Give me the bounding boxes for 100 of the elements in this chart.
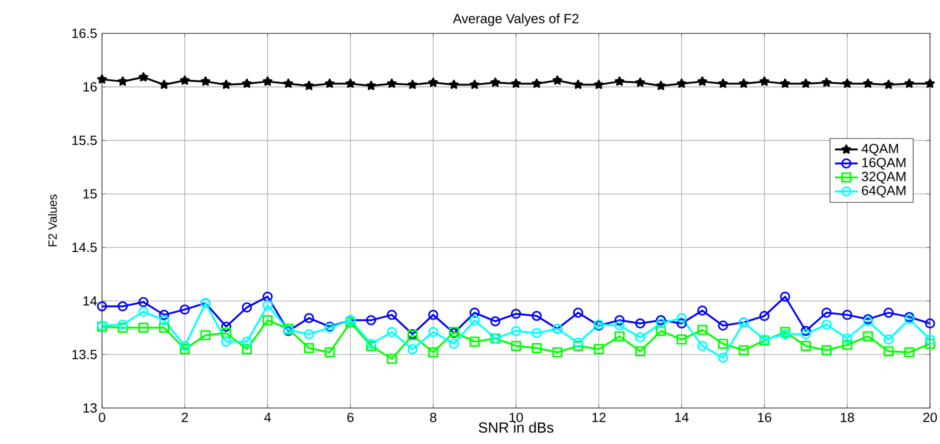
x-tick-label: 12 [592, 412, 606, 422]
point [510, 308, 522, 319]
point [614, 76, 624, 86]
point [262, 292, 273, 302]
point [159, 310, 170, 320]
point [614, 315, 625, 326]
point [697, 340, 708, 351]
point [800, 329, 811, 340]
point [738, 345, 749, 356]
point [386, 354, 397, 364]
point [800, 326, 811, 336]
x-tick-label: 4 [264, 412, 271, 422]
point [904, 347, 914, 358]
point [800, 78, 811, 88]
point [676, 78, 686, 88]
point [573, 340, 584, 351]
point [428, 310, 438, 320]
point [904, 314, 914, 324]
point [200, 76, 210, 86]
point [324, 78, 335, 88]
point [242, 302, 252, 312]
point [656, 326, 666, 336]
point [821, 345, 832, 356]
point [614, 320, 625, 331]
point [304, 342, 314, 354]
point [283, 78, 294, 88]
y-tick-label: 15 [83, 189, 97, 199]
point [738, 78, 749, 88]
point [676, 334, 687, 345]
point [304, 329, 314, 340]
point [656, 315, 666, 326]
point [386, 310, 397, 320]
point [697, 306, 708, 316]
chart-title: Average Valyes of F2 [452, 14, 578, 26]
point [924, 334, 936, 345]
x-axis-title: SNR in dBs [478, 422, 554, 433]
y-tick-label: 13 [83, 403, 97, 413]
point [118, 301, 128, 312]
point [532, 310, 542, 322]
point [842, 78, 852, 88]
point [490, 316, 500, 326]
point [118, 322, 128, 333]
point [304, 80, 314, 90]
point [428, 78, 438, 87]
x-tick-label: 16 [758, 412, 772, 422]
point [118, 319, 128, 330]
point [697, 324, 708, 335]
point [262, 76, 272, 86]
x-tick-label: 20 [923, 412, 937, 422]
point [760, 76, 770, 86]
point [408, 80, 418, 89]
point [594, 344, 604, 354]
point [884, 80, 894, 89]
point [573, 338, 584, 348]
point [180, 75, 190, 85]
point [842, 310, 852, 320]
point [159, 322, 170, 333]
point [780, 329, 790, 340]
point [138, 296, 148, 308]
point [925, 78, 935, 88]
point [884, 308, 894, 318]
point [221, 336, 232, 347]
point [924, 318, 936, 328]
point [386, 326, 397, 338]
point [470, 336, 480, 347]
legend-label: 32QAM [862, 172, 906, 184]
point [821, 319, 832, 330]
point [780, 78, 790, 88]
point [718, 338, 728, 349]
point [842, 333, 852, 344]
point [862, 331, 873, 342]
point [532, 328, 542, 338]
point [324, 347, 335, 358]
point [97, 74, 107, 84]
point [884, 346, 894, 356]
point [552, 347, 562, 358]
point [863, 78, 873, 88]
point [635, 346, 646, 356]
point [242, 336, 252, 347]
point [552, 75, 562, 85]
point [573, 308, 584, 318]
point [842, 340, 852, 350]
point [180, 340, 190, 351]
point [470, 308, 480, 318]
point [614, 331, 625, 342]
point [242, 78, 252, 88]
point [656, 318, 666, 328]
y-tick-label: 16 [83, 82, 97, 92]
point [511, 78, 521, 88]
point [532, 78, 542, 88]
y-tick-label: 13.5 [72, 350, 97, 360]
x-tick-label: 18 [840, 412, 854, 422]
point [759, 310, 770, 322]
point [138, 322, 148, 333]
point [180, 304, 190, 315]
legend-label: 4QAM [862, 144, 898, 156]
x-tick-label: 0 [98, 412, 106, 422]
point [821, 308, 832, 318]
point [635, 78, 646, 87]
y-axis-title: F2 Values [48, 194, 57, 246]
